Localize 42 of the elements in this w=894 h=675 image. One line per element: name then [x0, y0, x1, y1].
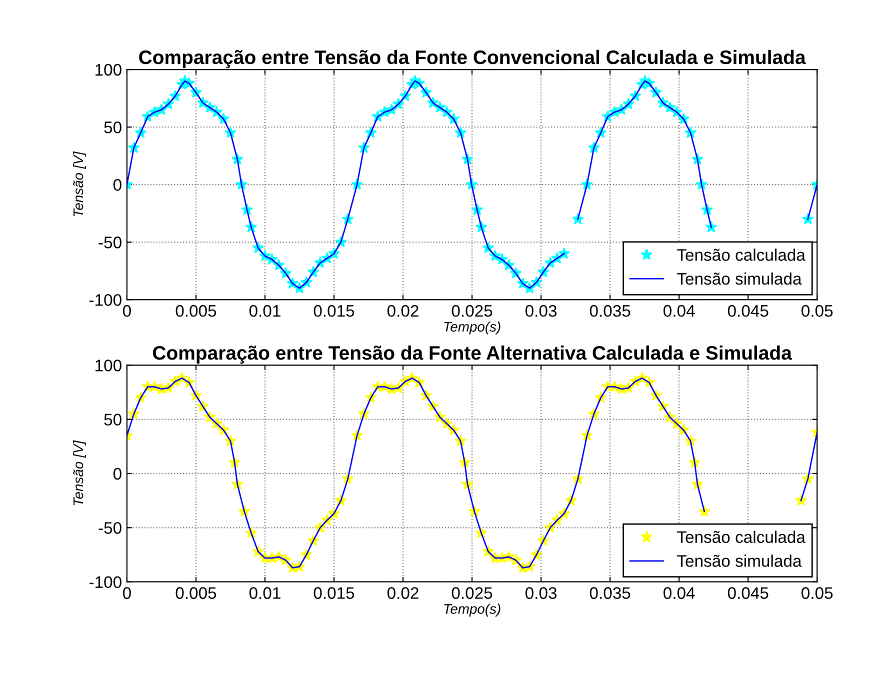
x-tick-label: 0.035 — [590, 587, 630, 599]
x-tick-label: 0 — [122, 305, 131, 317]
x-tick-label: 0.05 — [802, 587, 833, 599]
x-tick-label: 0.015 — [314, 305, 354, 317]
x-tick-label: 0.01 — [249, 587, 280, 599]
x-tick-label: 0.005 — [176, 305, 216, 317]
x-tick-label: 0.01 — [249, 305, 280, 317]
x-tick-label: 0.045 — [728, 587, 768, 599]
x-tick-label: 0.04 — [664, 587, 695, 599]
chart-title: Comparação entre Tensão da Fonte Alternativa Calculada e Simulada — [153, 346, 792, 364]
x-tick-label: 0.03 — [525, 587, 557, 599]
x-tick-label: 0.05 — [802, 305, 833, 317]
x-tick-label: 0.005 — [176, 587, 216, 599]
x-tick-label: 0.025 — [452, 305, 492, 317]
y-axis-title: Tensão [V] — [73, 440, 86, 506]
y-tick-label: -50 — [98, 522, 122, 534]
legend-label: Tensão simulada — [677, 554, 802, 567]
x-tick-label: 0.02 — [387, 587, 418, 599]
x-tick-label: 0 — [122, 587, 131, 599]
chart-title: Comparação entre Tensão da Fonte Convencional Calculada e Simulada — [139, 50, 806, 68]
y-tick-label: 50 — [104, 414, 122, 426]
y-tick-label: -50 — [98, 236, 122, 248]
y-tick-label: 100 — [96, 64, 122, 76]
x-tick-label: 0.02 — [387, 305, 418, 317]
y-tick-label: 0 — [113, 179, 122, 191]
x-tick-label: 0.025 — [452, 587, 492, 599]
x-axis-title: Tempo(s) — [444, 604, 500, 617]
y-tick-label: -100 — [89, 294, 122, 306]
y-tick-label: -100 — [89, 576, 122, 588]
y-tick-label: 50 — [104, 121, 122, 134]
y-axis-title: Tensão [V] — [73, 151, 86, 216]
x-tick-label: 0.035 — [590, 305, 630, 317]
x-tick-label: 0.045 — [728, 305, 768, 317]
x-axis-title: Tempo(s) — [444, 321, 500, 334]
legend-label: Tensão calculada — [677, 530, 806, 544]
y-tick-label: 0 — [113, 468, 122, 480]
x-tick-label: 0.04 — [664, 305, 695, 317]
x-tick-label: 0.03 — [525, 305, 557, 317]
y-tick-label: 100 — [96, 360, 122, 372]
legend-label: Tensão simulada — [677, 272, 802, 285]
x-tick-label: 0.015 — [314, 587, 354, 599]
legend-label: Tensão calculada — [677, 248, 806, 261]
